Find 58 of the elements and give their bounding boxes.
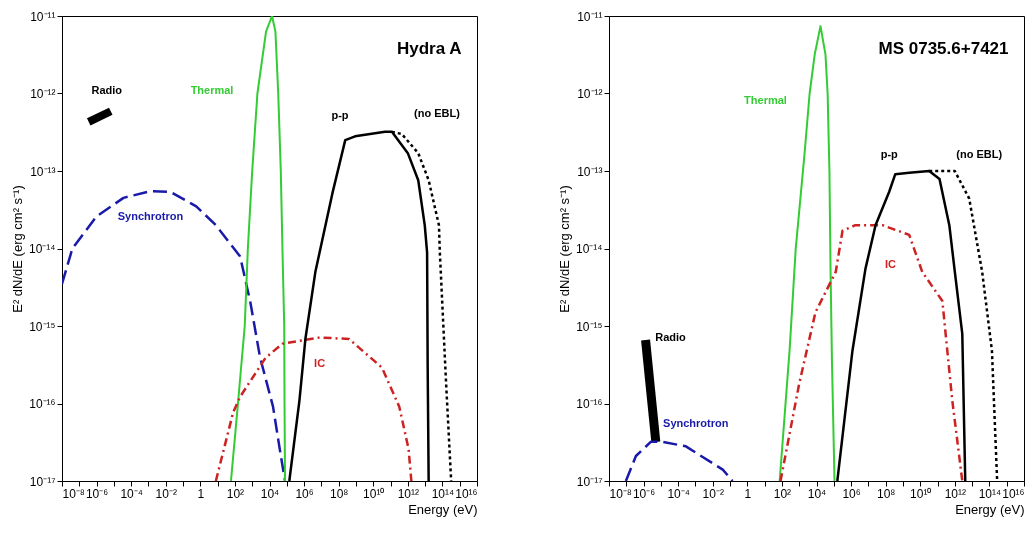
x-tick-label: 10⁻⁴ (120, 486, 143, 501)
y-tick-label: 10⁻¹³ (30, 164, 56, 179)
x-tick-label: 10⁻² (702, 486, 724, 501)
x-tick-label: 10¹⁰ (363, 486, 385, 501)
y-tick-label: 10⁻¹² (30, 87, 56, 101)
x-tick-label: 10⁻⁴ (667, 486, 690, 501)
x-tick-label: 1 (197, 486, 205, 501)
y-tick-label: 10⁻¹⁶ (576, 397, 603, 411)
y-tick-label: 10⁻¹⁵ (29, 319, 56, 334)
y-tick-label: 10⁻¹³ (577, 164, 603, 179)
y-tick-label: 10⁻¹⁴ (576, 242, 603, 256)
y-tick-label: 10⁻¹⁶ (29, 397, 56, 411)
x-tick-label: 10⁴ (260, 486, 280, 501)
x-tick-label: 10⁸ (329, 486, 349, 501)
x-tick-label: 10⁻⁶ (85, 486, 109, 501)
series-label: IC (885, 258, 897, 271)
x-tick-label: 10⁶ (295, 486, 314, 501)
text: Hydra A (396, 39, 462, 58)
x-tick-label: 10⁴ (807, 486, 827, 501)
x-tick-label: 10¹² (944, 486, 967, 501)
x-tick-label: 10⁻⁸ (62, 486, 85, 501)
x-tick-label: 10⁸ (876, 486, 896, 501)
series-label: Synchrotron (663, 416, 729, 429)
series-label: Radio (655, 330, 687, 343)
x-axis-title: Energy (eV) (408, 501, 478, 517)
x-tick-label: 10¹⁶ (455, 486, 478, 501)
series-label: Synchrotron (117, 210, 184, 223)
text: MS 0735.6+7421 (878, 39, 1009, 58)
x-tick-label: 10⁶ (842, 486, 861, 501)
x-tick-label: 10² (773, 486, 792, 501)
x-tick-label: 10² (226, 486, 245, 501)
y-tick-label: 10⁻¹⁴ (29, 242, 56, 256)
y-tick-label: 10⁻¹² (577, 87, 603, 101)
x-tick-label: 10¹² (397, 486, 420, 501)
series-label: Thermal (744, 94, 787, 107)
x-tick-label: 10¹⁶ (1002, 486, 1025, 501)
x-tick-label: 1 (744, 486, 752, 501)
x-tick-label: 10¹⁰ (910, 486, 932, 501)
x-tick-label: 10⁻² (155, 486, 177, 501)
series-label: p-p (331, 108, 349, 121)
y-tick-label: 10⁻¹¹ (577, 9, 603, 24)
x-tick-label: 10⁻⁸ (609, 486, 632, 501)
x-tick-label: 10¹⁴ (431, 486, 455, 501)
series-label: p-p (880, 148, 899, 160)
x-tick-label: 10⁻⁶ (632, 486, 656, 501)
series-label: IC (314, 356, 326, 369)
series-label: (no EBL) (956, 148, 1003, 160)
series-label: (no EBL) (414, 106, 461, 119)
y-tick-label: 10⁻¹⁷ (29, 474, 56, 489)
y-tick-label: 10⁻¹¹ (30, 9, 56, 24)
y-tick-label: 10⁻¹⁷ (576, 474, 603, 489)
x-tick-label: 10¹⁴ (978, 486, 1002, 501)
y-tick-label: 10⁻¹⁵ (576, 319, 603, 334)
y-axis-title: E² dN/dE (erg cm² s⁻¹) (557, 185, 572, 313)
y-axis-title: E² dN/dE (erg cm² s⁻¹) (10, 185, 25, 313)
text: Thermal (190, 84, 234, 96)
series-label: Radio (91, 84, 123, 97)
x-axis-title: Energy (eV) (955, 501, 1025, 517)
